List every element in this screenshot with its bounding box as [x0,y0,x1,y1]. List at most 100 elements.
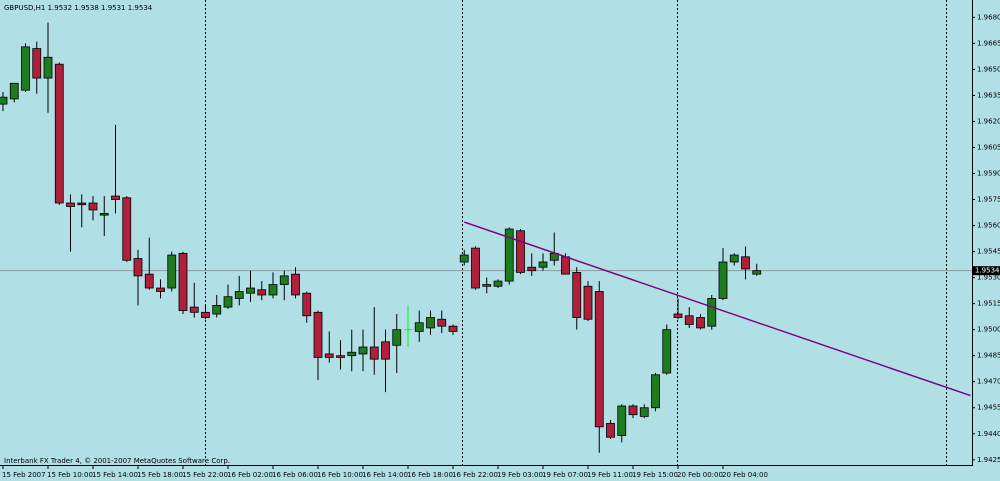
candle-body [9,82,19,100]
candle-body [426,317,435,329]
candle-body [414,322,424,332]
candle-body [246,287,255,294]
x-tick-label: 16 Feb 18:00 [407,471,453,479]
x-tick-label: 19 Feb 03:00 [497,471,543,479]
candle-body [583,285,593,320]
candle-body [471,247,480,289]
candle-body [639,407,649,417]
x-tick-label: 19 Feb 07:00 [542,471,588,479]
y-tick-label: 1.9620 [977,117,1000,125]
y-tick-label: 1.9605 [977,143,1000,151]
y-tick-label: 1.9635 [977,91,1000,99]
x-tick-label: 16 Feb 02:00 [227,471,273,479]
candle-body [77,202,87,206]
candle-body [279,275,289,285]
x-tick-label: 15 Feb 2007 [2,471,46,479]
candle-body [302,292,312,317]
footer: Interbank FX Trader 4, © 2001-2007 MetaQ… [4,457,230,465]
candle-body [448,325,458,332]
y-tick-label: 1.9515 [977,300,1000,308]
price-label-box [973,266,1000,276]
trendline [464,221,971,397]
candle-body [21,46,30,91]
y-tick-label: 1.9680 [977,13,1000,21]
y-tick-label: 1.9500 [977,326,1000,334]
y-tick-label: 1.9575 [977,196,1000,204]
candle-body [482,284,492,287]
y-tick-label: 1.9485 [977,352,1000,360]
candle-body [223,296,233,308]
candle-body [662,329,672,374]
candle-body [673,313,683,318]
candle-body [234,291,244,299]
candle-body [459,254,469,263]
candle-body [718,261,728,299]
candle-body [0,96,8,105]
candle-body [741,256,750,270]
y-tick-label: 1.9665 [977,39,1000,47]
y-tick-label: 1.9470 [977,378,1000,386]
y-tick-label: 1.9425 [977,456,1000,464]
x-tick-label: 16 Feb 10:00 [317,471,363,479]
candle-body [617,405,627,436]
candle-body [178,252,188,311]
day-separators [205,0,947,465]
candle-body [336,355,345,358]
candle-body [369,346,379,360]
candle-body [696,317,705,329]
candle-body [54,63,64,204]
x-tick-label: 19 Feb 15:00 [632,471,678,479]
candle-body [358,346,368,355]
x-tick-label: 20 Feb 00:00 [677,471,723,479]
x-tick-label: 16 Feb 06:00 [272,471,318,479]
candle-body [313,311,323,358]
y-tick-label: 1.9440 [977,430,1000,438]
candle-body [257,289,267,296]
candle-body [32,48,42,79]
candle-body [324,353,334,358]
x-tick-label: 16 Feb 14:00 [362,471,408,479]
candle-body [66,202,75,207]
candle-body [111,195,120,200]
candle-body [707,298,717,327]
candle-body [572,272,582,318]
y-tick-label: 1.9455 [977,404,1000,412]
x-tick-label: 15 Feb 14:00 [92,471,138,479]
candle-body [561,256,570,275]
y-tick-label: 1.9650 [977,65,1000,73]
candle-body [538,261,548,268]
candle-body [381,341,390,360]
candle-body [268,284,278,296]
y-tick-label: 1.9560 [977,222,1000,230]
candle-body [167,254,177,289]
candle-body [122,197,132,261]
candle-body [144,273,154,289]
y-tick-label: 1.9530 [977,274,1000,282]
candle-body [99,213,109,216]
x-tick-label: 15 Feb 22:00 [182,471,228,479]
candle-body [133,258,143,277]
candle-body [392,329,402,346]
candle-body [189,306,199,313]
candle-body [347,351,357,357]
candle-body [684,315,694,325]
x-tick-label: 19 Feb 11:00 [587,471,633,479]
x-tick-label: 15 Feb 18:00 [137,471,183,479]
chart-title: GBPUSD,H1 1.9532 1.9538 1.9531 1.9534 [4,4,153,12]
x-tick-label: 15 Feb 10:00 [47,471,93,479]
candle-body [527,266,537,272]
candle-body [606,422,615,438]
candle-body [201,311,210,318]
candle-body [437,318,447,327]
candle-body [504,228,514,282]
candle-body [752,270,762,275]
candle-body [43,56,53,79]
candle-body [212,304,222,315]
price-label: 1.9534 [975,267,1000,275]
y-tick-label: 1.9545 [977,248,1000,256]
candle-body [516,230,525,273]
candle-body [651,374,660,409]
